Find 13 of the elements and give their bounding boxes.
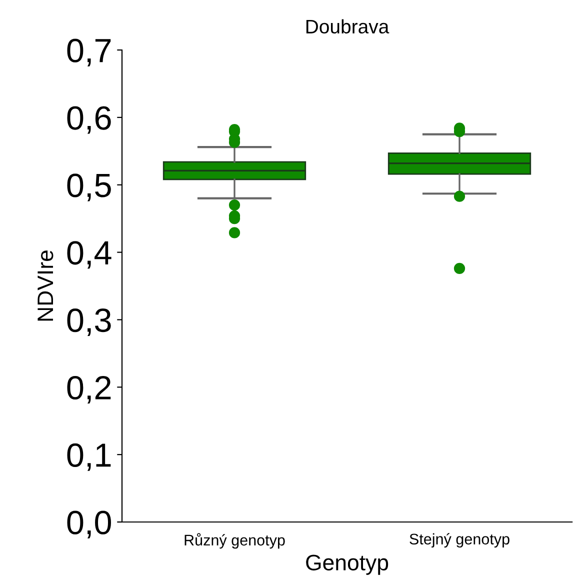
y-tick-label: 0,7 (67, 38, 111, 66)
x-axis-title: Genotyp (306, 554, 388, 575)
y-axis-title: NDVIre (38, 250, 54, 321)
y-tick-label: 0,3 (67, 308, 111, 336)
y-tick-label: 0,5 (67, 174, 111, 202)
x-tick-label: Různý genotyp (184, 533, 285, 549)
x-tick-label: Stejný genotyp (410, 533, 510, 548)
y-tick-label: 0,6 (67, 106, 111, 134)
chart-title: Doubrava (306, 19, 390, 34)
y-tick-label: 0,4 (67, 241, 112, 269)
y-tick-label: 0,0 (67, 510, 111, 538)
y-tick-label: 0,2 (67, 376, 111, 404)
y-tick-label: 0,1 (67, 443, 111, 471)
